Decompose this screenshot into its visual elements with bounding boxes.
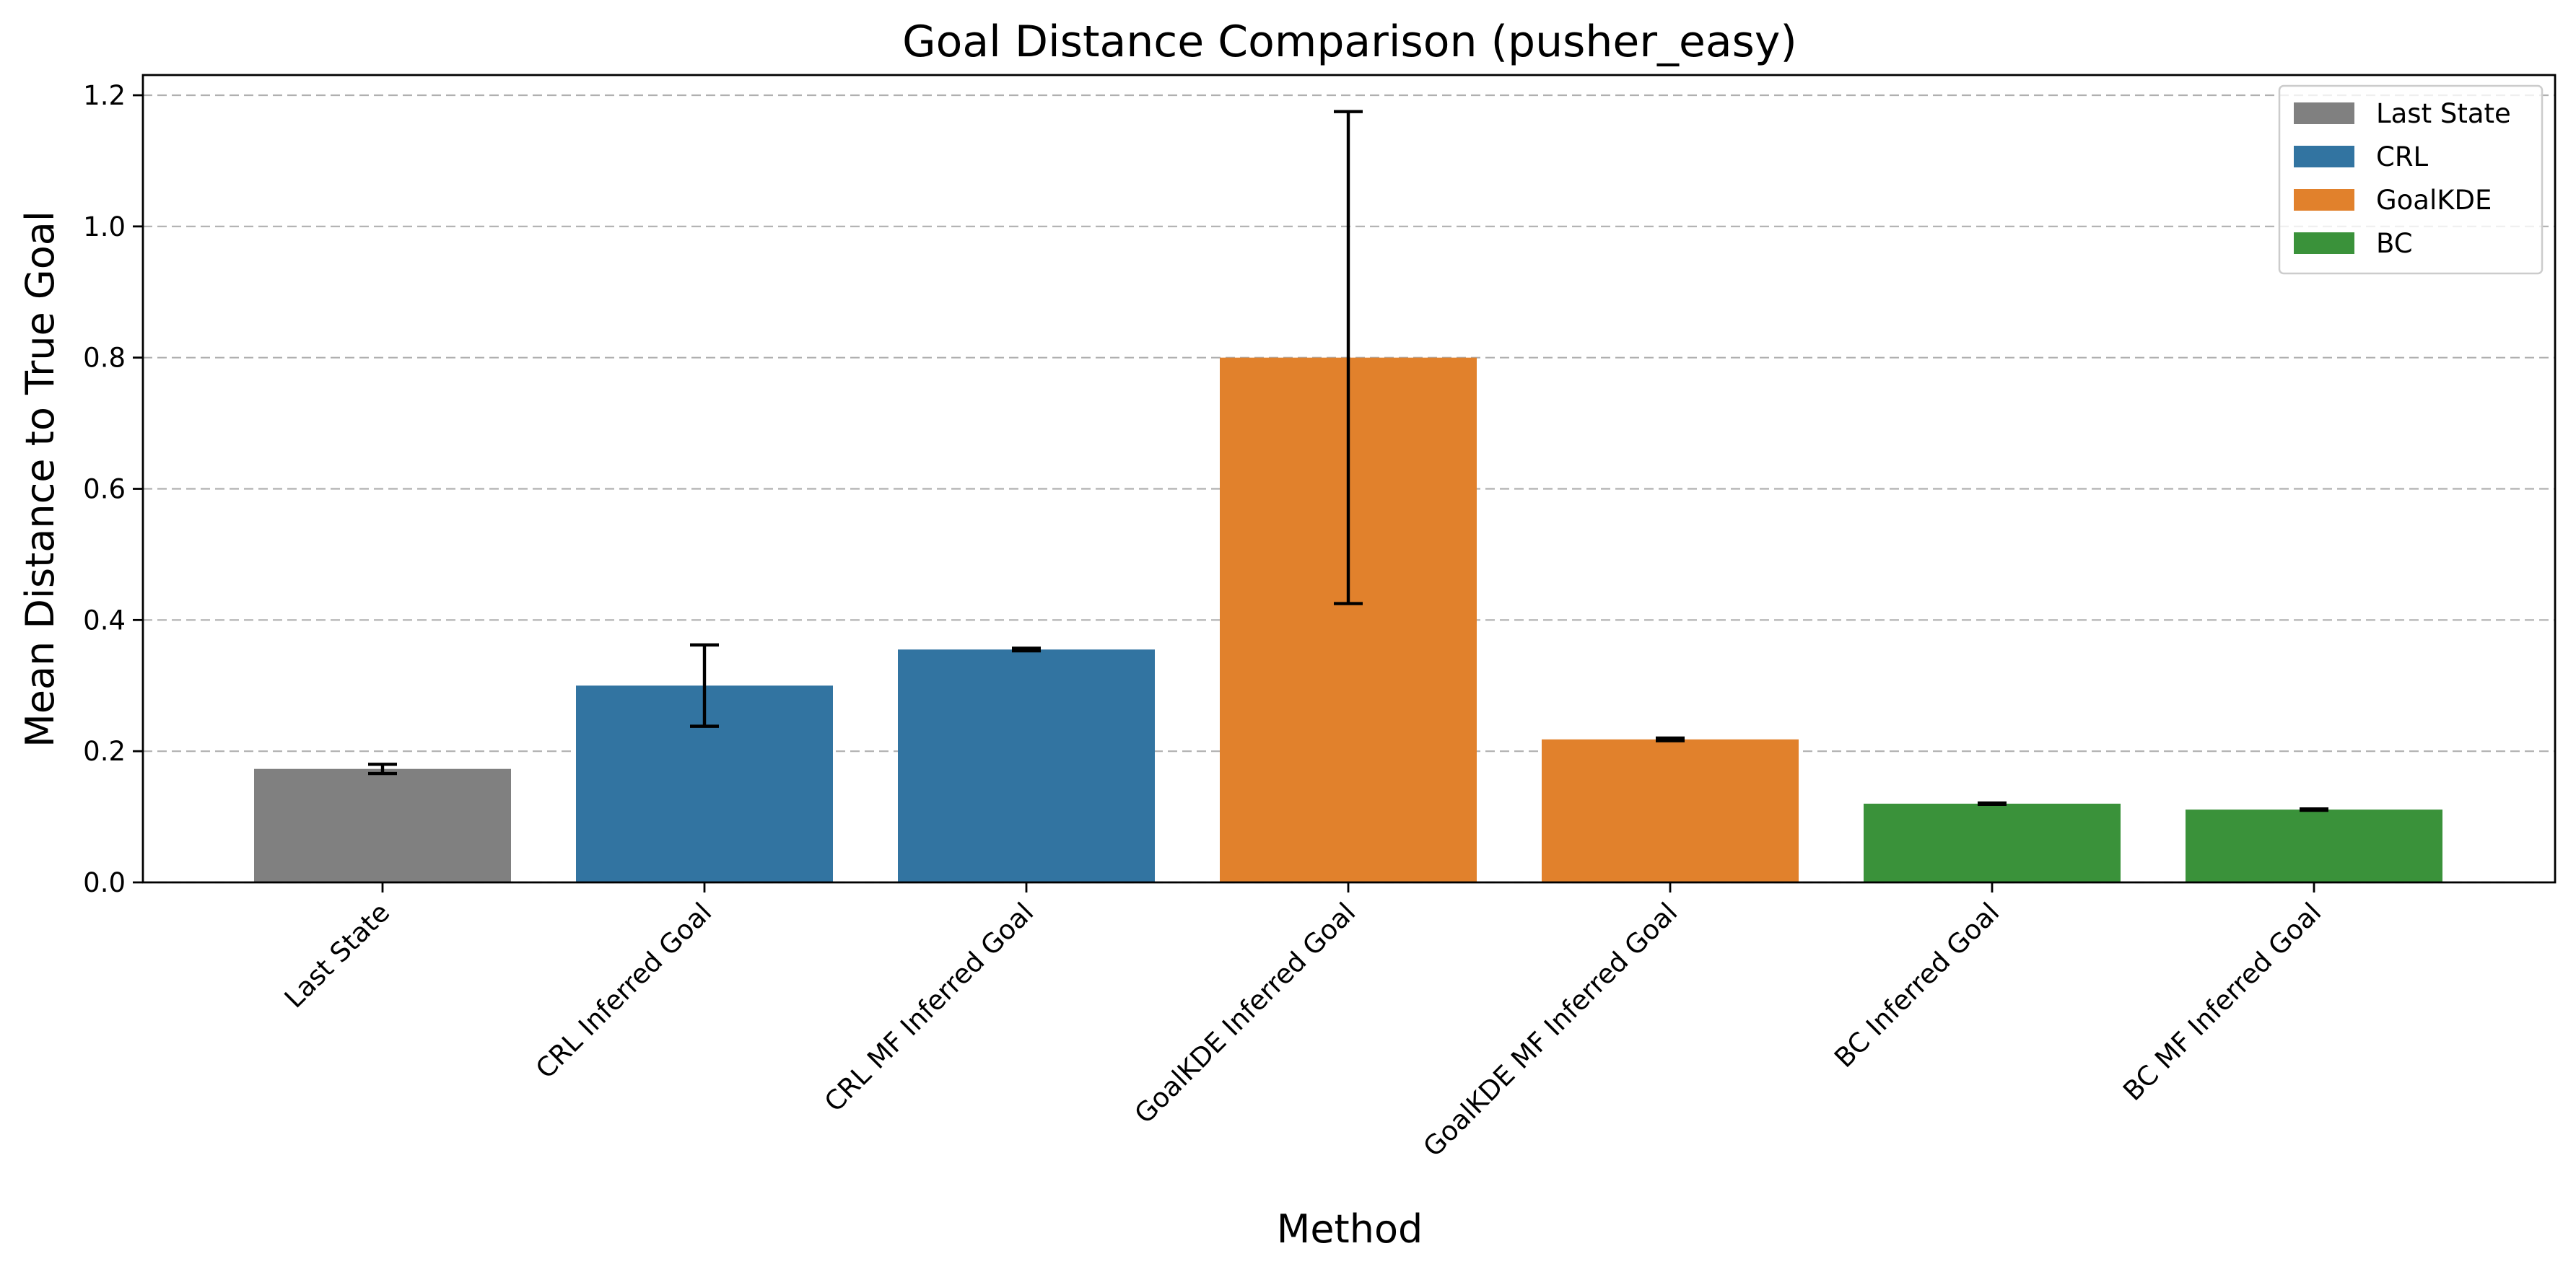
legend-label: GoalKDE [2376, 185, 2492, 216]
x-tick-label: GoalKDE Inferred Goal [1129, 897, 1362, 1130]
chart-title: Goal Distance Comparison (pusher_easy) [902, 17, 1797, 67]
x-axis-label: Method [1277, 1206, 1423, 1252]
legend-frame [2278, 84, 2544, 275]
x-tick-label: CRL MF Inferred Goal [818, 897, 1039, 1118]
error-bars [368, 110, 2328, 812]
y-tick-label: 0.4 [83, 605, 126, 636]
x-tick-label: CRL Inferred Goal [530, 897, 717, 1084]
x-tick-label: BC Inferred Goal [1828, 897, 2005, 1074]
legend-entry: GoalKDE [2294, 185, 2492, 216]
error-bar [1656, 736, 1685, 742]
bar [1864, 803, 2121, 882]
y-tick-label: 0.2 [83, 736, 126, 767]
legend-entry: Last State [2294, 98, 2511, 129]
y-tick-label: 1.2 [83, 80, 126, 111]
y-tick-label: 1.0 [83, 211, 126, 242]
y-tick-label: 0.0 [83, 867, 126, 898]
bars [254, 357, 2442, 883]
legend-label: BC [2376, 228, 2413, 259]
y-axis-label: Mean Distance to True Goal [17, 211, 63, 747]
x-axis-ticks: Last State CRL Inferred Goal CRL MF Inferr… [279, 882, 2327, 1163]
error-bar [2300, 807, 2328, 812]
error-bar [1334, 110, 1363, 605]
error-bar [1012, 646, 1041, 653]
legend-swatch [2294, 102, 2354, 124]
bar [1542, 739, 1799, 882]
bar [2186, 810, 2442, 882]
bar [254, 768, 511, 882]
y-axis-ticks: 0.0 0.2 0.4 0.6 0.8 1.0 1.2 [83, 80, 143, 898]
legend-entry: BC [2294, 228, 2413, 259]
y-tick-label: 0.8 [83, 343, 126, 374]
legend-swatch [2294, 189, 2354, 211]
error-bar [368, 763, 397, 776]
error-bar [1978, 801, 2007, 807]
error-bar [690, 643, 719, 728]
bar [898, 649, 1155, 882]
legend-label: CRL [2376, 141, 2429, 172]
legend: Last State CRL GoalKDE BC [2278, 84, 2544, 275]
x-tick-label: Last State [279, 897, 396, 1014]
legend-swatch [2294, 146, 2354, 167]
legend-label: Last State [2376, 98, 2511, 129]
legend-entry: CRL [2294, 141, 2429, 172]
x-tick-label: BC MF Inferred Goal [2117, 897, 2327, 1107]
x-tick-label: GoalKDE MF Inferred Goal [1418, 897, 1684, 1163]
y-tick-label: 0.6 [83, 474, 126, 505]
legend-swatch [2294, 232, 2354, 254]
